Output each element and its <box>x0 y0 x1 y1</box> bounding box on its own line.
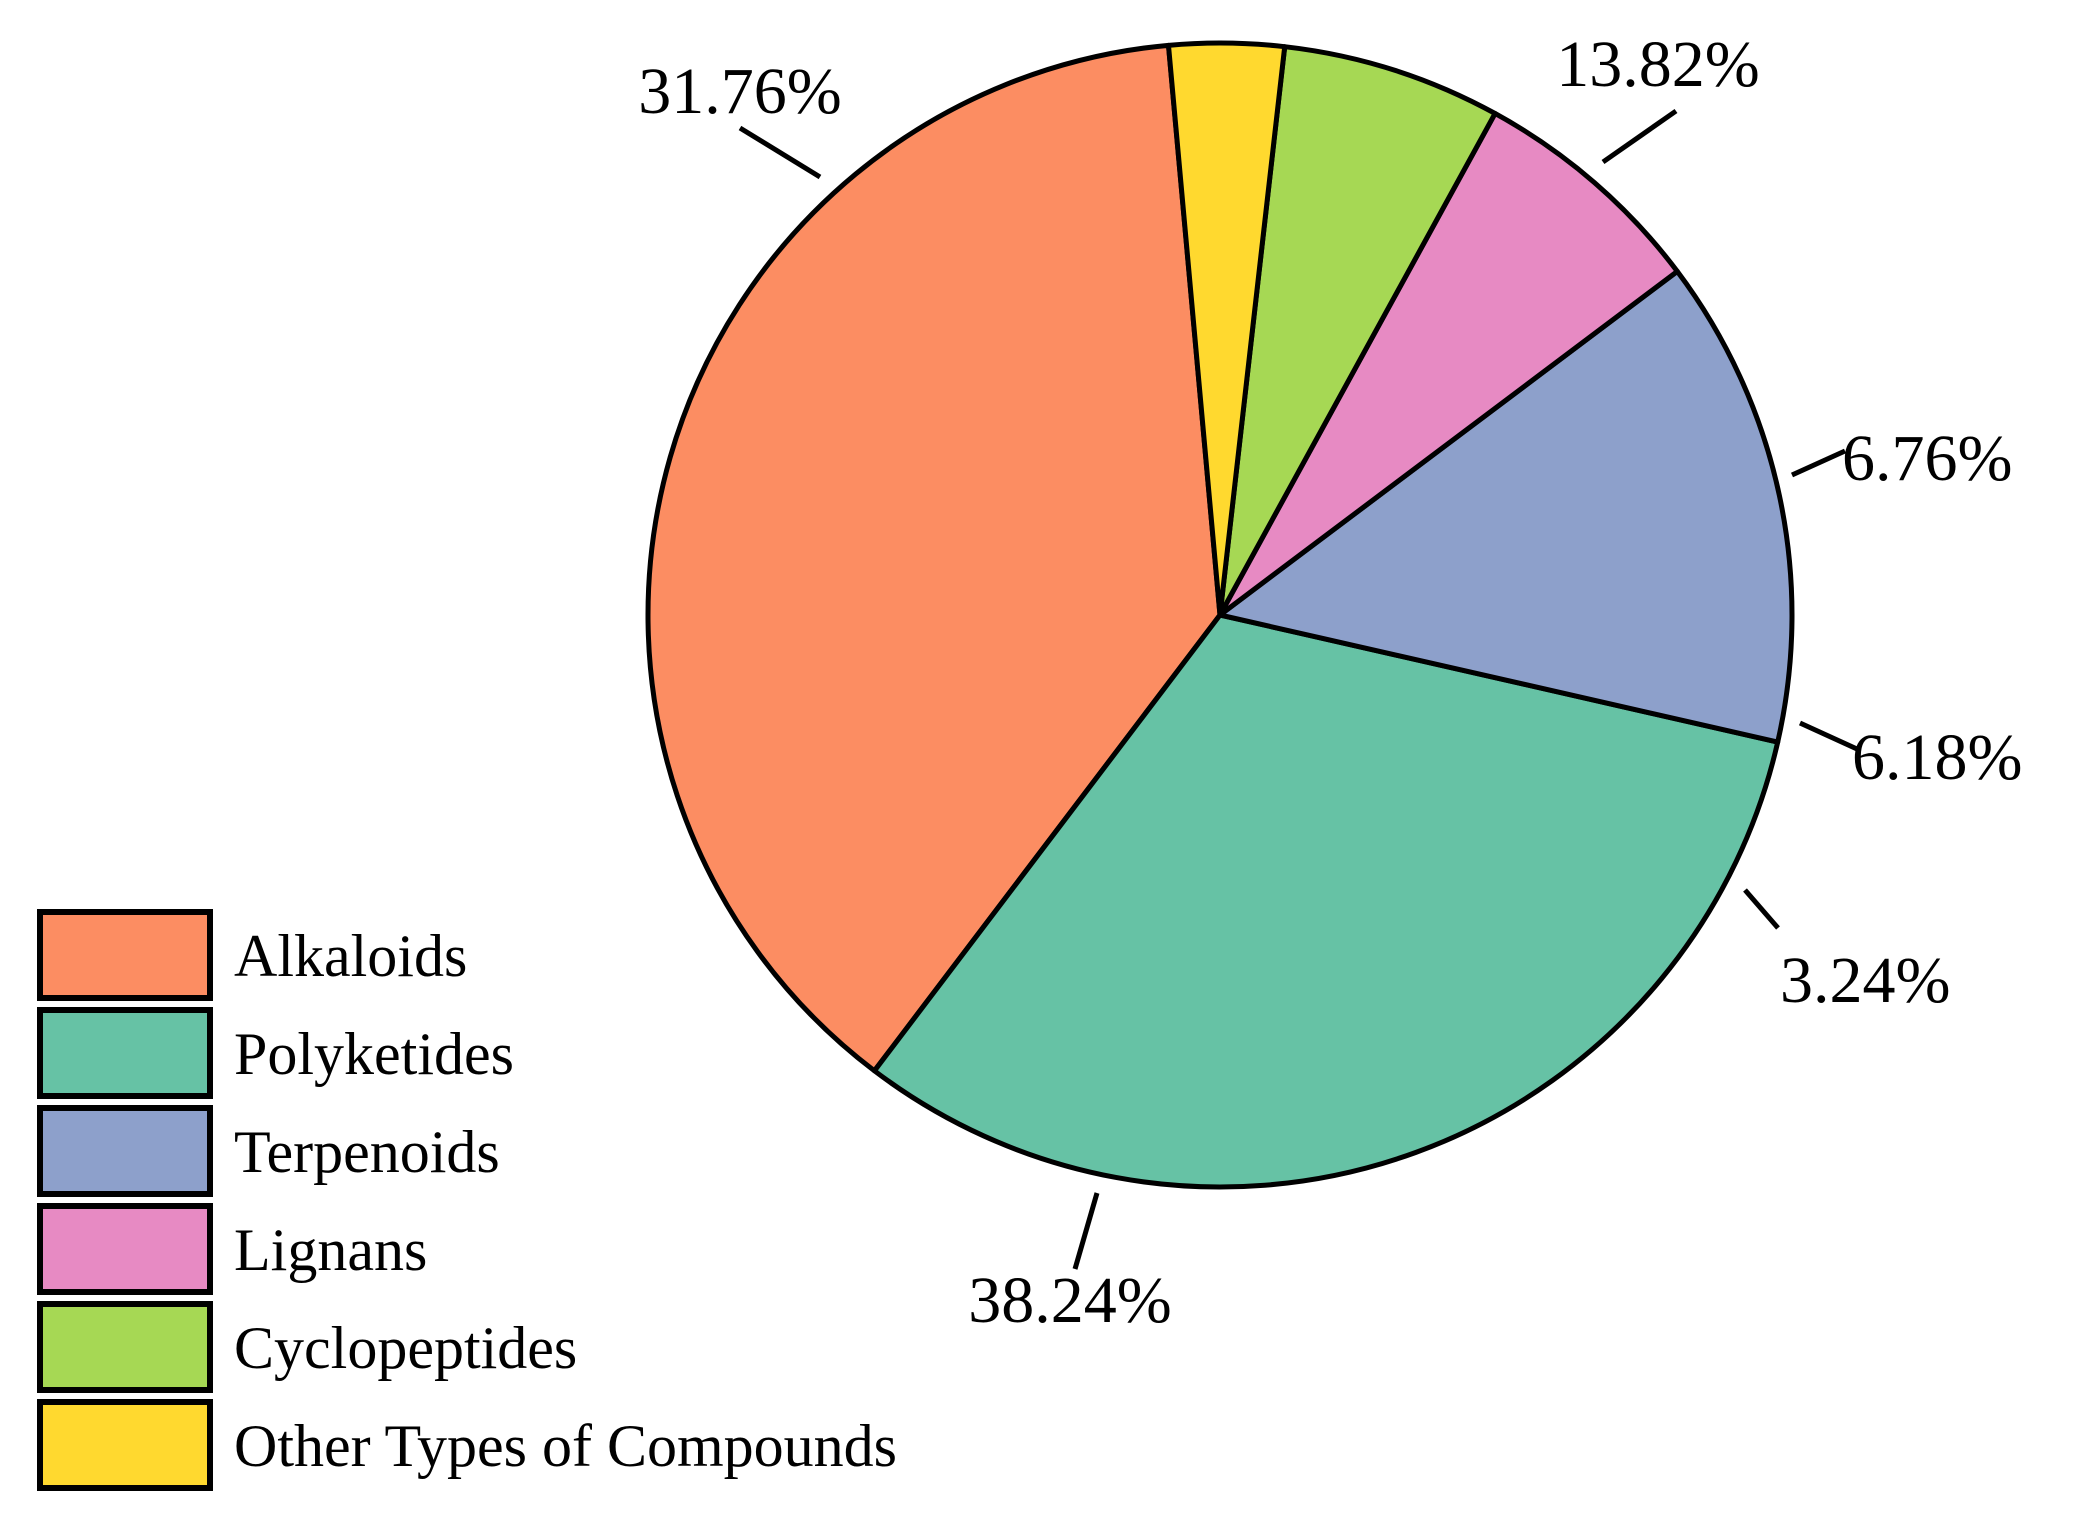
legend-swatch <box>37 1105 213 1197</box>
percentage-label: 13.82% <box>1556 28 1759 101</box>
legend-swatch <box>37 1203 213 1295</box>
legend-label: Cyclopeptides <box>234 1315 577 1381</box>
legend-label: Alkaloids <box>234 923 467 989</box>
percentage-labels: 38.24% 31.76% 13.82% 6.76% 6.18% 3.24% <box>638 28 2022 1337</box>
percentage-label: 6.76% <box>1842 422 2012 495</box>
pie-slice-cyclopeptides <box>1217 44 1498 618</box>
percentage-label: 3.24% <box>1780 944 1950 1017</box>
legend-swatch <box>37 1399 213 1491</box>
leader-line <box>1072 1192 1100 1270</box>
percentage-label: 31.76% <box>638 55 841 128</box>
legend: Alkaloids Polyketides Terpenoids Lignans Cyc… <box>37 909 897 1491</box>
leader-line <box>1790 448 1847 478</box>
legend-label: Other Types of Compounds <box>234 1413 897 1479</box>
pie-slice-polyketides <box>871 612 1781 1190</box>
legend-swatch <box>37 909 213 1001</box>
legend-label: Lignans <box>234 1217 427 1283</box>
pie-slice-alkaloids <box>645 42 1223 1074</box>
legend-label: Terpenoids <box>234 1119 500 1185</box>
leader-line <box>738 125 822 180</box>
leader-line <box>1743 888 1780 930</box>
leader-lines <box>738 108 1859 1270</box>
percentage-label: 38.24% <box>968 1264 1171 1337</box>
pie-slice-lignans <box>1217 110 1680 618</box>
legend-swatch <box>37 1301 213 1393</box>
pie-slice-other-types-of-compounds <box>1165 40 1288 618</box>
legend-swatch <box>37 1007 213 1099</box>
leader-line <box>1798 720 1859 752</box>
leader-line <box>1601 108 1678 165</box>
pie-slices <box>645 40 1795 1190</box>
pie-slice-terpenoids <box>1217 268 1795 745</box>
legend-label: Polyketides <box>234 1021 514 1087</box>
percentage-label: 6.18% <box>1852 721 2022 794</box>
